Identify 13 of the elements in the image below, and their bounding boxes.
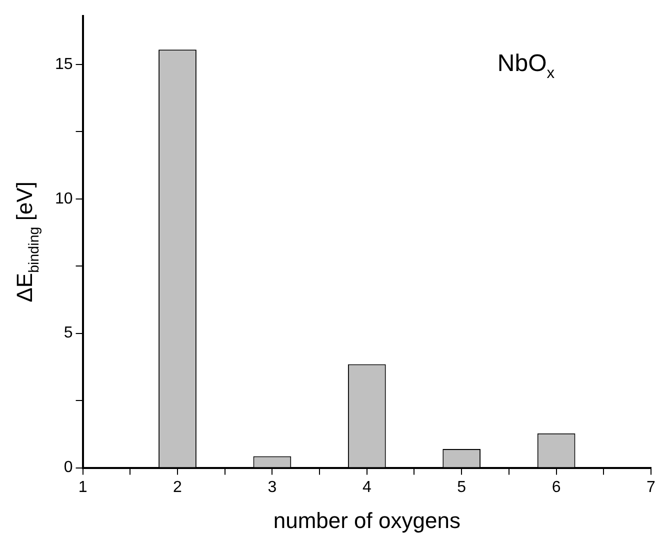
x-tick-label: 5 (457, 478, 466, 496)
x-tick-label: 6 (552, 478, 561, 496)
y-axis-title: ΔEbinding [eV] (12, 182, 43, 302)
x-tick-label: 4 (362, 478, 372, 496)
y-tick-label: 5 (64, 324, 73, 342)
x-tick-label: 1 (78, 478, 88, 496)
y-tick-label: 15 (55, 56, 73, 73)
x-tick-label: 3 (268, 478, 277, 496)
x-axis-title: number of oxygens (273, 508, 460, 533)
y-tick-label: 0 (64, 459, 73, 476)
y-tick-label: 10 (55, 190, 73, 208)
x-tick-label: 2 (173, 478, 182, 496)
x-tick-label: 7 (646, 478, 656, 496)
